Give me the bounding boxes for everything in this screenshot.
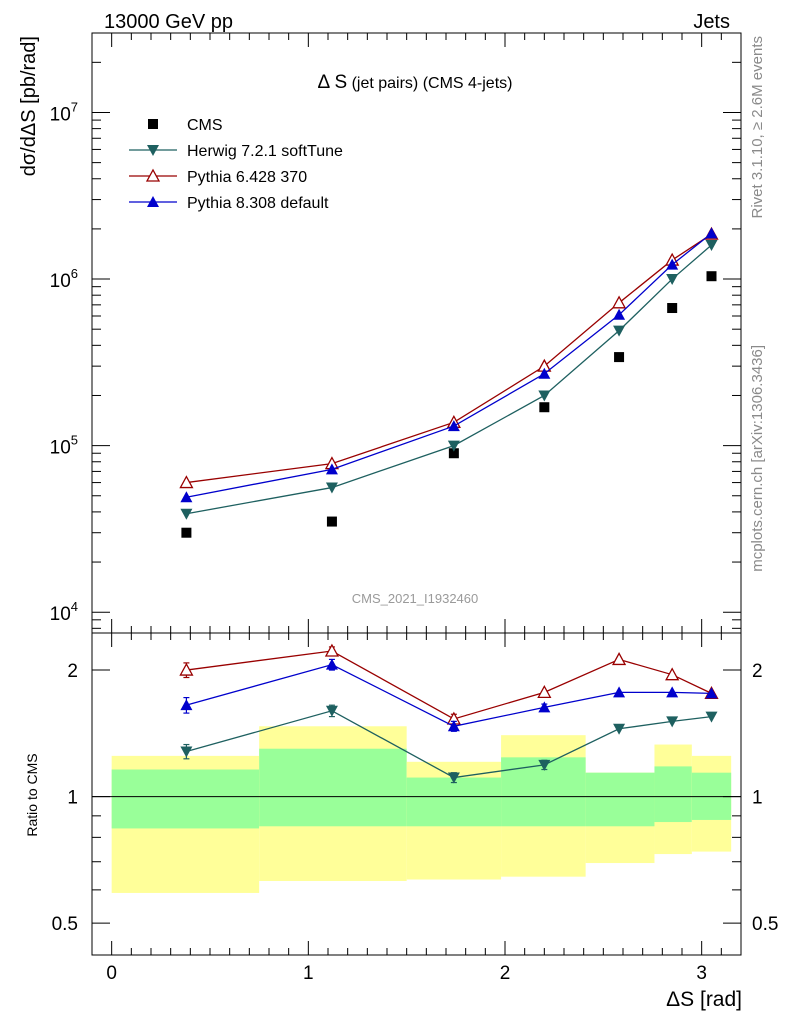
legend-label-pythia-8-308-default: Pythia 8.308 default bbox=[187, 195, 329, 212]
ratio-point-pythia-8-308-default bbox=[180, 699, 193, 711]
cms-data-point bbox=[181, 527, 192, 538]
ratio-line-pythia-8-308-default bbox=[186, 663, 712, 727]
series-point-pythia-6-428-370 bbox=[611, 295, 627, 309]
band-inner-bin bbox=[406, 777, 502, 827]
cms-data-point bbox=[326, 516, 337, 527]
y-tick-label: 104 bbox=[50, 599, 78, 625]
cms-data-point bbox=[667, 303, 678, 314]
band-inner-bin bbox=[654, 766, 692, 823]
band-inner-bin bbox=[585, 772, 655, 827]
series-point-herwig-7-2-1-softtune bbox=[447, 440, 460, 452]
axes-and-ticks: 0 1 2 3 104 105 106 107 0.5 0.5 1 1 2 2 bbox=[50, 32, 778, 984]
legend-label-pythia-6-428-370: Pythia 6.428 370 bbox=[187, 169, 307, 186]
cms-data-point bbox=[614, 352, 625, 363]
mcplots-label: mcplots.cern.ch [arXiv:1306.3436] bbox=[749, 345, 766, 572]
x-tick-label: 1 bbox=[303, 963, 314, 984]
ratio-line-pythia-6-428-370 bbox=[186, 650, 712, 720]
series-point-herwig-7-2-1-softtune bbox=[705, 240, 718, 252]
ratio-y-tick-label: 0.5 bbox=[52, 914, 78, 935]
plot-title: Δ S (jet pairs) (CMS 4-jets) bbox=[318, 72, 513, 93]
band-inner-bin bbox=[111, 769, 260, 829]
ratio-point-pythia-8-308-default bbox=[447, 720, 460, 732]
watermark: CMS_2021_I1932460 bbox=[352, 591, 479, 606]
series-point-pythia-8-308-default bbox=[613, 308, 626, 320]
legend: CMS Herwig 7.2.1 softTune Pythia 6.428 370… bbox=[129, 117, 343, 212]
ratio-y-axis-label: Ratio to CMS bbox=[24, 753, 40, 836]
cms-data-point bbox=[539, 402, 550, 413]
ratio-point-pythia-6-428-370 bbox=[179, 662, 194, 676]
ratio-point-pythia-8-308-default bbox=[325, 658, 338, 670]
legend-marker-pythia-6-428-370 bbox=[145, 168, 161, 182]
band-inner-bin bbox=[259, 748, 407, 827]
rivet-label: Rivet 3.1.10, ≥ 2.6M events bbox=[749, 36, 766, 219]
header-right: Jets bbox=[693, 11, 730, 33]
legend-marker-cms bbox=[148, 119, 158, 129]
ratio-point-herwig-7-2-1-softtune bbox=[325, 705, 338, 717]
series-line-herwig-7-2-1-softtune bbox=[186, 244, 712, 515]
ratio-point-herwig-7-2-1-softtune bbox=[613, 723, 626, 735]
x-tick-label: 0 bbox=[106, 963, 117, 984]
y-axis-label: dσ/dΔS [pb/rad] bbox=[18, 36, 40, 176]
ratio-y-tick-label-right: 0.5 bbox=[752, 914, 778, 935]
series-point-herwig-7-2-1-softtune bbox=[613, 325, 626, 337]
ratio-point-herwig-7-2-1-softtune bbox=[447, 772, 460, 784]
cms-data-point bbox=[706, 271, 717, 282]
ratio-y-tick-label-right: 2 bbox=[752, 661, 763, 682]
plot-title-sub: (jet pairs) (CMS 4-jets) bbox=[347, 75, 512, 92]
ratio-point-herwig-7-2-1-softtune bbox=[180, 746, 193, 758]
ratio-y-tick-label-right: 1 bbox=[752, 788, 763, 809]
series-point-pythia-8-308-default bbox=[705, 227, 718, 239]
legend-marker-herwig-7-2-1-softtune bbox=[147, 145, 159, 156]
ratio-y-tick-label: 1 bbox=[67, 788, 78, 809]
y-tick-label: 105 bbox=[50, 433, 78, 459]
legend-marker-pythia-8-308-default bbox=[147, 196, 159, 207]
y-tick-label: 106 bbox=[50, 266, 78, 292]
ratio-point-herwig-7-2-1-softtune bbox=[538, 759, 551, 771]
data-series bbox=[179, 226, 719, 784]
x-axis-label: ΔS [rad] bbox=[666, 988, 742, 1011]
y-tick-label: 107 bbox=[50, 99, 78, 125]
series-point-pythia-8-308-default bbox=[666, 258, 679, 270]
legend-label-herwig-7-2-1-softtune: Herwig 7.2.1 softTune bbox=[187, 143, 343, 160]
series-point-pythia-8-308-default bbox=[325, 463, 338, 475]
series-point-pythia-8-308-default bbox=[447, 420, 460, 432]
ratio-frame bbox=[91, 632, 742, 956]
ratio-point-pythia-8-308-default bbox=[538, 701, 551, 713]
series-point-pythia-6-428-370 bbox=[179, 475, 194, 489]
ratio-point-herwig-7-2-1-softtune bbox=[705, 711, 718, 723]
series-point-herwig-7-2-1-softtune bbox=[180, 508, 193, 520]
ratio-point-pythia-8-308-default bbox=[613, 686, 626, 698]
series-point-herwig-7-2-1-softtune bbox=[666, 274, 679, 286]
ratio-point-pythia-6-428-370 bbox=[324, 643, 340, 657]
series-point-pythia-8-308-default bbox=[538, 367, 551, 379]
series-point-herwig-7-2-1-softtune bbox=[325, 482, 338, 494]
series-point-herwig-7-2-1-softtune bbox=[538, 390, 551, 402]
ratio-uncertainty-bands bbox=[111, 726, 732, 893]
ratio-point-pythia-8-308-default bbox=[666, 686, 679, 698]
x-tick-label: 3 bbox=[696, 963, 707, 984]
ratio-point-herwig-7-2-1-softtune bbox=[666, 716, 679, 728]
ratio-y-tick-label: 2 bbox=[67, 661, 78, 682]
plot-title-main: Δ S bbox=[318, 72, 348, 93]
series-line-pythia-6-428-370 bbox=[186, 233, 712, 484]
ratio-point-pythia-6-428-370 bbox=[537, 685, 552, 699]
header-left: 13000 GeV pp bbox=[104, 11, 233, 33]
cms-data-point bbox=[448, 448, 459, 459]
ratio-point-pythia-6-428-370 bbox=[665, 667, 680, 681]
x-tick-label: 2 bbox=[500, 963, 511, 984]
legend-label-cms: CMS bbox=[187, 117, 223, 134]
series-point-pythia-8-308-default bbox=[180, 491, 193, 503]
ratio-point-pythia-6-428-370 bbox=[611, 652, 627, 666]
ratio-point-pythia-8-308-default bbox=[705, 687, 718, 699]
